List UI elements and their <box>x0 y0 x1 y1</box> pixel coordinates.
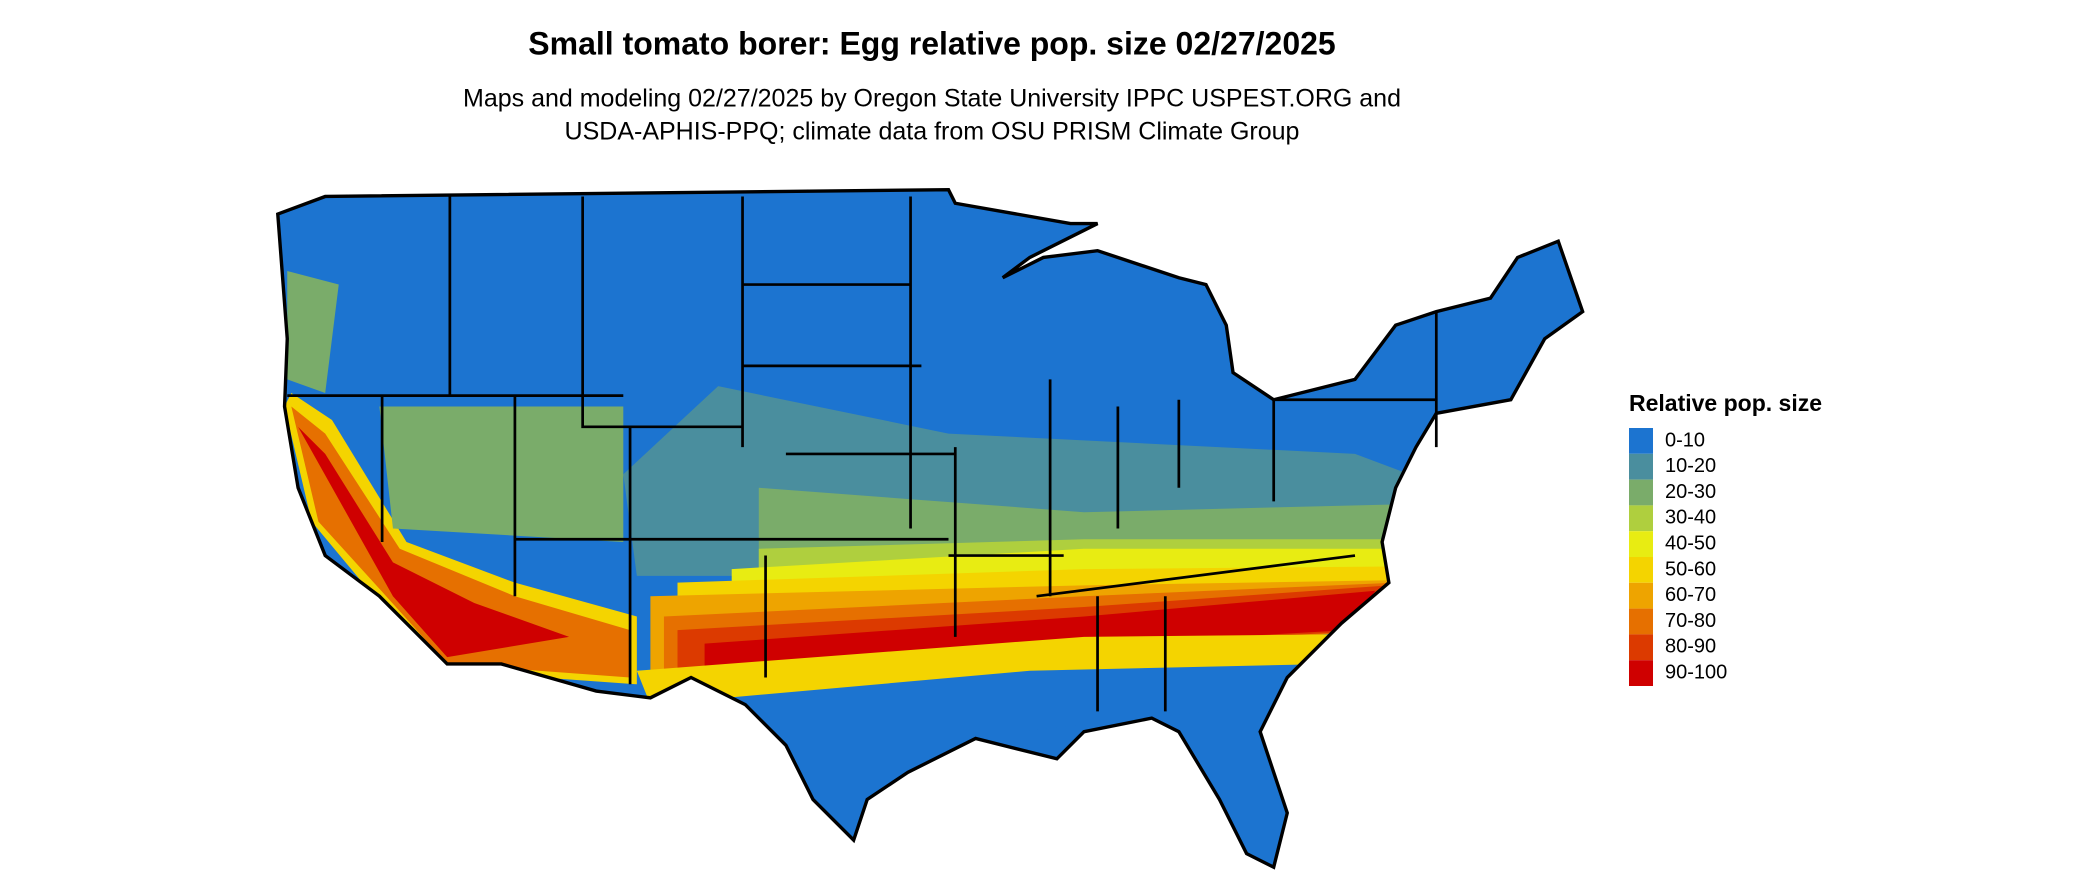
legend-label: 20-30 <box>1665 481 1716 503</box>
legend-swatch <box>1629 660 1653 686</box>
legend-swatch <box>1629 634 1653 661</box>
legend-swatch <box>1629 557 1653 583</box>
legend-label: 30-40 <box>1665 507 1716 529</box>
zone <box>287 271 339 393</box>
legend: 0-10 10-20 20-30 30-40 40-50 50-60 60-70 70-80 8… <box>1629 428 1727 686</box>
legend-swatch <box>1629 531 1653 557</box>
legend-label: 60-70 <box>1665 584 1716 606</box>
legend-label: 0-10 <box>1665 429 1705 451</box>
legend-label: 70-80 <box>1665 610 1716 632</box>
zone <box>298 426 570 658</box>
legend-swatch <box>1629 505 1653 532</box>
legend-label: 90-100 <box>1665 661 1727 683</box>
legend-swatch <box>1629 479 1653 506</box>
map-subtitle: Maps and modeling 02/27/2025 by Oregon S… <box>463 85 1401 113</box>
zone <box>813 704 1030 813</box>
map-title: Small tomato borer: Egg relative pop. si… <box>528 25 1335 61</box>
zone <box>704 590 1376 667</box>
map-subtitle: USDA-APHIS-PPQ; climate data from OSU PR… <box>565 118 1300 146</box>
zone <box>379 406 624 542</box>
us-map <box>276 188 1585 869</box>
state-borders <box>287 196 1438 712</box>
zone <box>291 406 631 678</box>
legend-title: Relative pop. size <box>1629 390 1822 416</box>
legend-swatch <box>1629 428 1653 454</box>
legend-swatch <box>1629 582 1653 609</box>
legend-label: 50-60 <box>1665 558 1716 580</box>
legend-swatch <box>1629 608 1653 635</box>
legend-label: 10-20 <box>1665 455 1716 477</box>
legend-swatch <box>1629 453 1653 480</box>
legend-label: 80-90 <box>1665 636 1716 658</box>
legend-label: 40-50 <box>1665 532 1716 554</box>
